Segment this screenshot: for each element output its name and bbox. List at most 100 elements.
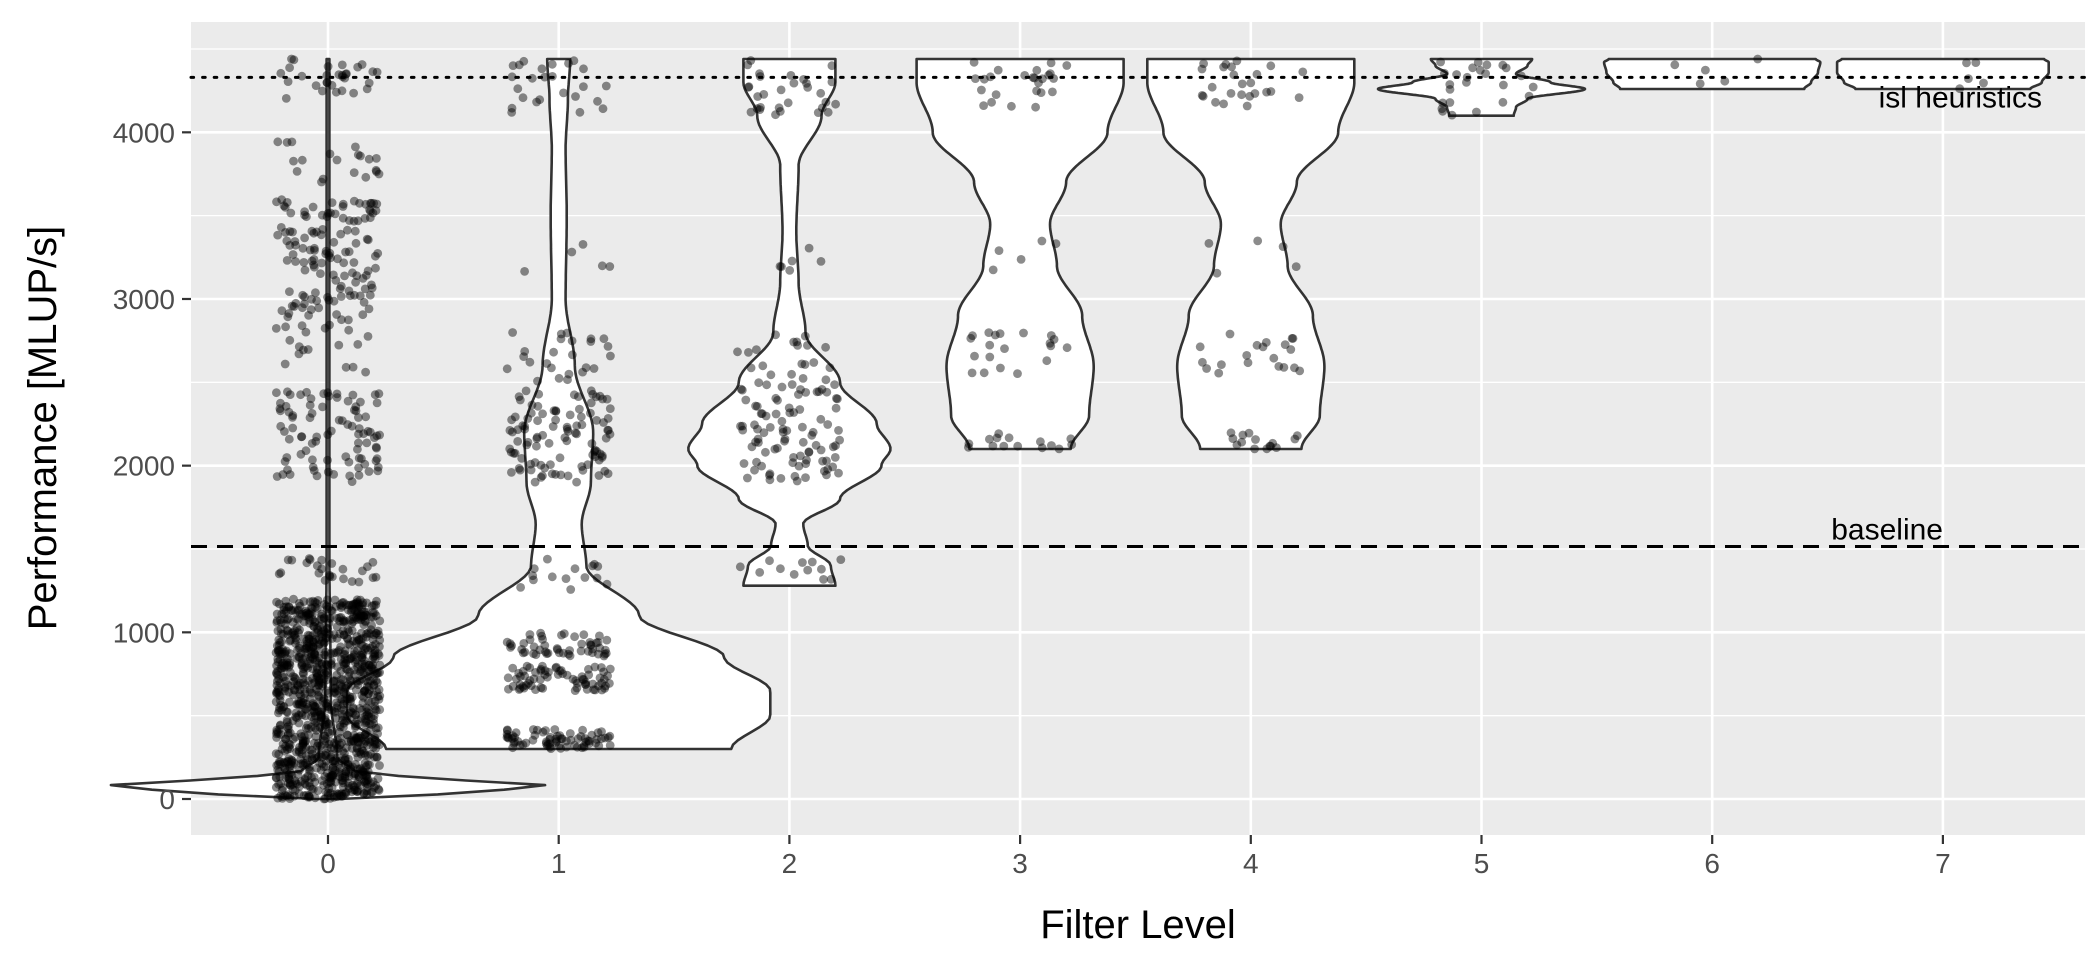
data-point bbox=[326, 659, 336, 669]
data-point bbox=[984, 328, 994, 337]
data-point bbox=[278, 783, 288, 793]
data-point bbox=[313, 671, 323, 681]
data-point bbox=[1034, 78, 1043, 88]
data-point bbox=[299, 258, 309, 267]
data-point bbox=[282, 767, 292, 777]
data-point bbox=[549, 406, 559, 416]
data-point bbox=[285, 740, 295, 750]
data-point bbox=[372, 167, 381, 177]
data-point bbox=[321, 660, 331, 669]
data-point bbox=[306, 394, 316, 403]
data-point bbox=[298, 674, 308, 684]
data-point bbox=[271, 782, 281, 792]
data-point bbox=[513, 84, 523, 94]
data-point bbox=[298, 290, 308, 300]
data-point bbox=[549, 347, 558, 357]
data-point bbox=[996, 363, 1005, 373]
data-point bbox=[581, 680, 590, 689]
data-point bbox=[285, 287, 294, 296]
data-point bbox=[349, 216, 359, 226]
data-point bbox=[345, 692, 355, 702]
data-point bbox=[326, 656, 336, 666]
data-point bbox=[530, 458, 540, 467]
data-point bbox=[355, 704, 365, 713]
data-point bbox=[285, 227, 295, 236]
data-point bbox=[368, 664, 378, 674]
data-point bbox=[340, 659, 350, 669]
data-point bbox=[536, 675, 545, 684]
data-point bbox=[294, 598, 304, 608]
data-point bbox=[770, 444, 780, 454]
data-point bbox=[357, 667, 366, 676]
data-point bbox=[538, 635, 547, 644]
data-point bbox=[299, 345, 308, 355]
data-point bbox=[337, 776, 347, 786]
data-point bbox=[335, 720, 345, 730]
data-point bbox=[335, 727, 344, 737]
data-point bbox=[352, 779, 362, 789]
data-point bbox=[305, 687, 315, 697]
data-point bbox=[292, 653, 302, 663]
data-point bbox=[343, 711, 352, 721]
data-point bbox=[328, 683, 338, 693]
data-point bbox=[330, 684, 340, 694]
data-point bbox=[362, 772, 372, 781]
data-point bbox=[985, 340, 995, 350]
data-point bbox=[277, 306, 287, 316]
data-point bbox=[510, 448, 520, 458]
data-point bbox=[513, 737, 523, 746]
data-point bbox=[365, 213, 375, 223]
data-point bbox=[320, 731, 330, 741]
data-point bbox=[592, 416, 601, 425]
data-point bbox=[283, 717, 292, 727]
data-point bbox=[1261, 338, 1271, 347]
data-point bbox=[580, 573, 590, 582]
data-point bbox=[326, 253, 335, 263]
data-point bbox=[277, 648, 287, 657]
data-point bbox=[295, 700, 305, 710]
data-point bbox=[346, 676, 356, 686]
data-point bbox=[604, 425, 613, 435]
data-point bbox=[308, 699, 318, 708]
data-point bbox=[1272, 443, 1281, 452]
data-point bbox=[771, 330, 780, 340]
data-point bbox=[361, 676, 370, 686]
data-point bbox=[584, 664, 593, 674]
data-point bbox=[509, 448, 519, 458]
data-point bbox=[370, 735, 380, 745]
data-point bbox=[517, 645, 527, 654]
data-point bbox=[335, 600, 345, 610]
data-point bbox=[329, 270, 338, 280]
data-point bbox=[288, 672, 298, 681]
data-point bbox=[744, 82, 754, 92]
data-point bbox=[308, 674, 317, 683]
data-point bbox=[588, 648, 597, 658]
data-point bbox=[570, 632, 579, 642]
data-point bbox=[300, 680, 310, 690]
data-point bbox=[301, 736, 311, 745]
data-point bbox=[276, 568, 286, 578]
data-point bbox=[312, 669, 322, 679]
data-point bbox=[294, 652, 304, 662]
data-point bbox=[310, 649, 320, 659]
data-point bbox=[349, 599, 358, 609]
data-point bbox=[569, 390, 579, 400]
data-point bbox=[372, 67, 382, 77]
data-point bbox=[358, 566, 367, 576]
data-point bbox=[586, 386, 596, 396]
data-point bbox=[354, 577, 364, 587]
data-point bbox=[344, 767, 353, 777]
data-point bbox=[341, 682, 351, 691]
data-point bbox=[327, 750, 337, 759]
data-point bbox=[347, 577, 357, 586]
data-point bbox=[774, 103, 784, 113]
data-point bbox=[759, 90, 769, 99]
data-point bbox=[372, 199, 382, 209]
data-point bbox=[366, 643, 375, 653]
data-point bbox=[338, 213, 348, 223]
data-point bbox=[326, 426, 336, 436]
data-point bbox=[338, 709, 347, 719]
data-point bbox=[1258, 342, 1268, 352]
data-point bbox=[362, 84, 372, 94]
data-point bbox=[282, 198, 292, 207]
